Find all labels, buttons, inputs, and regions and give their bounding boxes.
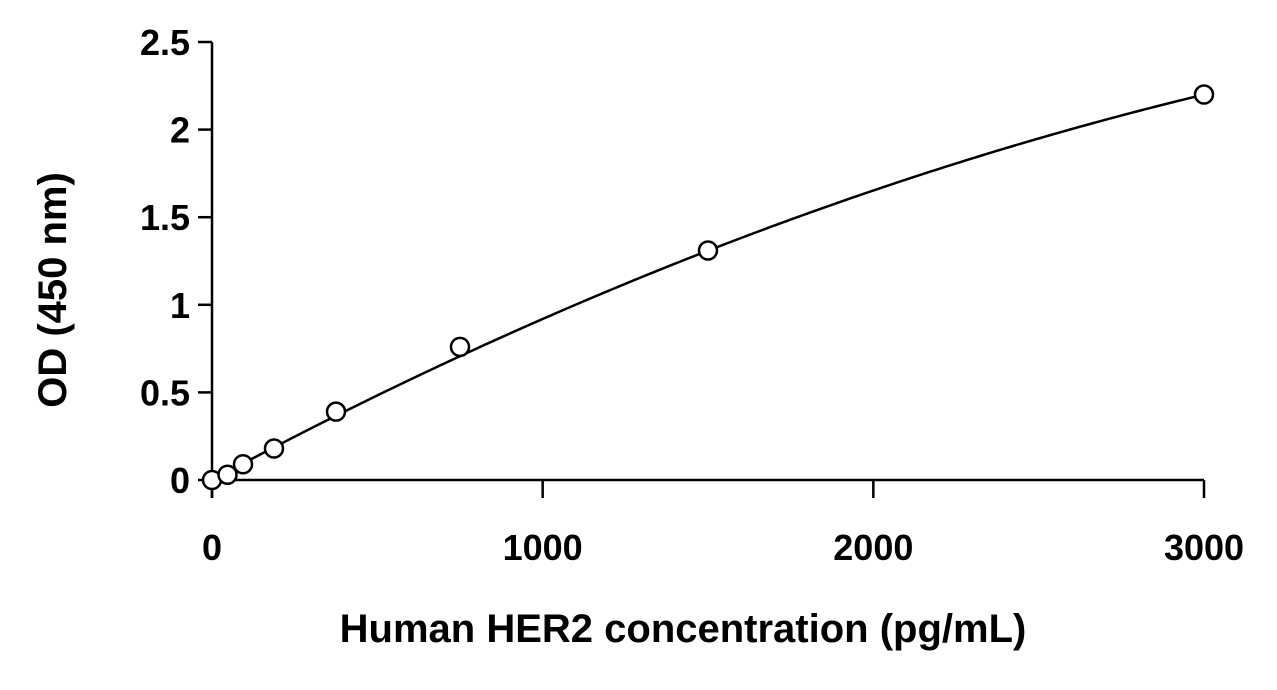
data-point	[263, 438, 285, 459]
y-tick-label: 2	[170, 110, 190, 151]
y-axis-title: OD (450 nm)	[31, 172, 75, 408]
fit-curve	[211, 93, 1205, 482]
y-tick-label: 2.5	[140, 22, 190, 63]
y-tick-label: 1.5	[140, 197, 190, 238]
data-points-layer	[201, 84, 1215, 491]
data-point	[232, 453, 254, 475]
x-tick-label: 3000	[1164, 527, 1244, 568]
data-point	[217, 464, 238, 485]
data-point	[1193, 84, 1215, 105]
y-tick-label: 1	[170, 285, 190, 326]
data-point	[325, 401, 347, 422]
y-tick-label: 0.5	[140, 372, 190, 413]
data-point	[449, 336, 471, 358]
x-tick-label: 0	[202, 527, 222, 568]
tick-labels-layer: 0 0.5 1 1.5 2 2.5 0 1000 2000 3000	[140, 22, 1244, 568]
data-point	[697, 240, 719, 261]
x-axis-title: Human HER2 concentration (pg/mL)	[340, 607, 1027, 651]
x-tick-label: 2000	[833, 527, 913, 568]
x-tick-label: 1000	[503, 527, 583, 568]
axes	[198, 40, 1206, 498]
y-tick-label: 0	[170, 460, 190, 501]
fit-curve-layer	[211, 93, 1205, 482]
